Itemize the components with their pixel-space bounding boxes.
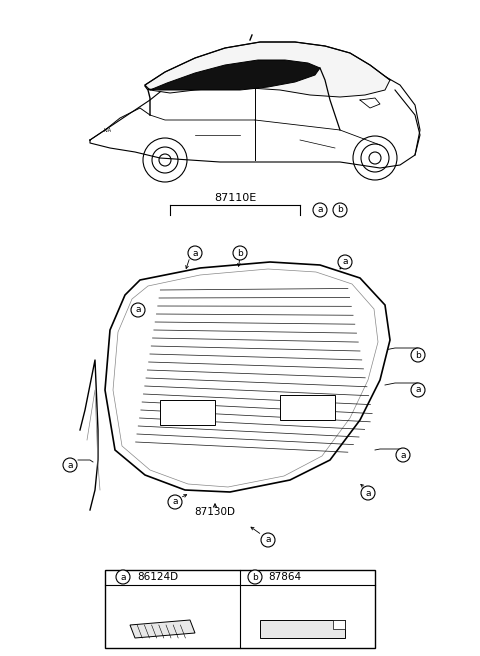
Circle shape <box>63 458 77 472</box>
Text: a: a <box>67 461 73 470</box>
Circle shape <box>131 303 145 317</box>
Text: a: a <box>415 386 421 394</box>
Text: a: a <box>120 573 126 581</box>
Text: a: a <box>365 489 371 497</box>
PathPatch shape <box>105 262 390 492</box>
Text: a: a <box>135 306 141 314</box>
Circle shape <box>168 495 182 509</box>
PathPatch shape <box>113 269 378 487</box>
Circle shape <box>233 246 247 260</box>
Text: 87130D: 87130D <box>194 507 236 517</box>
Text: a: a <box>400 451 406 459</box>
Bar <box>333 620 345 629</box>
Circle shape <box>396 448 410 462</box>
Circle shape <box>411 348 425 362</box>
Text: a: a <box>342 258 348 266</box>
Polygon shape <box>148 60 320 90</box>
Text: 87110E: 87110E <box>214 193 256 203</box>
Bar <box>260 620 345 638</box>
Text: b: b <box>252 573 258 581</box>
Text: KIA: KIA <box>104 127 112 133</box>
Circle shape <box>248 570 262 584</box>
Bar <box>160 400 215 425</box>
Circle shape <box>116 570 130 584</box>
Circle shape <box>188 246 202 260</box>
Text: b: b <box>415 350 421 359</box>
Text: 87864: 87864 <box>268 572 301 582</box>
Text: a: a <box>172 497 178 506</box>
Circle shape <box>313 203 327 217</box>
Polygon shape <box>145 42 390 97</box>
Circle shape <box>261 533 275 547</box>
Circle shape <box>361 486 375 500</box>
Bar <box>280 395 335 420</box>
Text: 86124D: 86124D <box>137 572 178 582</box>
Circle shape <box>338 255 352 269</box>
Text: b: b <box>337 205 343 215</box>
Text: a: a <box>265 535 271 544</box>
Text: b: b <box>237 249 243 258</box>
PathPatch shape <box>130 620 195 638</box>
Circle shape <box>333 203 347 217</box>
Bar <box>105 570 375 648</box>
Circle shape <box>411 383 425 397</box>
Text: a: a <box>317 205 323 215</box>
Text: a: a <box>192 249 198 258</box>
